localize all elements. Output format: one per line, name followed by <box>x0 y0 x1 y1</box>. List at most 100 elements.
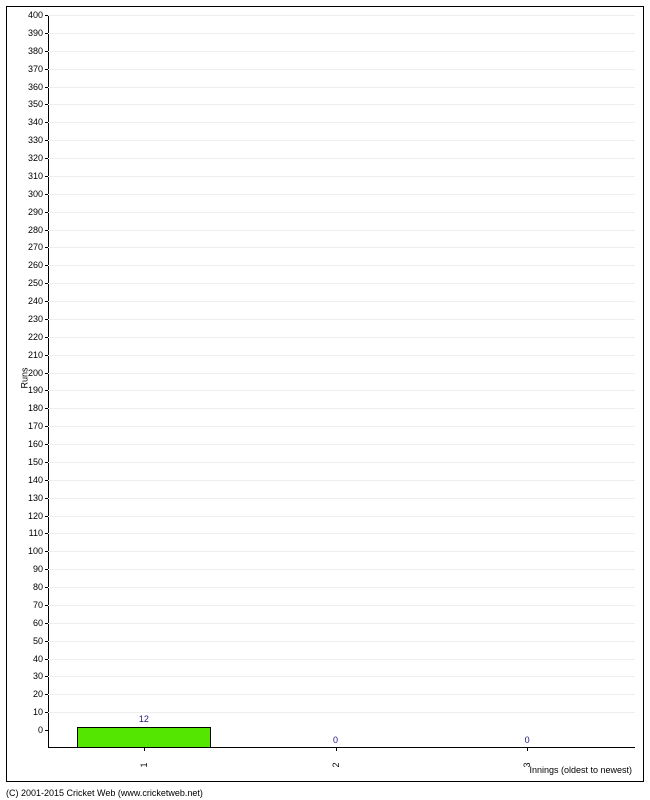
grid-line <box>48 373 635 374</box>
chart-container: 0102030405060708090100110120130140150160… <box>0 0 650 800</box>
y-tick-label: 310 <box>28 171 43 181</box>
grid-line <box>48 301 635 302</box>
y-tick-mark <box>45 230 48 231</box>
grid-line <box>48 176 635 177</box>
grid-line <box>48 212 635 213</box>
y-tick-mark <box>45 176 48 177</box>
y-tick-label: 180 <box>28 403 43 413</box>
grid-line <box>48 194 635 195</box>
y-tick-mark <box>45 194 48 195</box>
y-tick-label: 160 <box>28 439 43 449</box>
y-tick-label: 140 <box>28 475 43 485</box>
y-tick-mark <box>45 51 48 52</box>
y-tick-label: 290 <box>28 207 43 217</box>
grid-line <box>48 462 635 463</box>
grid-line <box>48 587 635 588</box>
y-tick-mark <box>45 623 48 624</box>
y-tick-label: 270 <box>28 242 43 252</box>
y-tick-label: 350 <box>28 99 43 109</box>
copyright-text: (C) 2001-2015 Cricket Web (www.cricketwe… <box>6 788 203 798</box>
grid-line <box>48 533 635 534</box>
grid-line <box>48 551 635 552</box>
y-tick-mark <box>45 605 48 606</box>
y-tick-label: 210 <box>28 350 43 360</box>
grid-line <box>48 408 635 409</box>
y-tick-mark <box>45 533 48 534</box>
y-tick-mark <box>45 480 48 481</box>
grid-line <box>48 641 635 642</box>
y-tick-label: 220 <box>28 332 43 342</box>
y-tick-mark <box>45 587 48 588</box>
y-tick-mark <box>45 712 48 713</box>
x-axis-title: Innings (oldest to newest) <box>529 765 632 775</box>
x-tick-mark <box>527 748 528 751</box>
y-tick-label: 100 <box>28 546 43 556</box>
y-tick-label: 110 <box>29 528 43 538</box>
x-tick-mark <box>336 748 337 751</box>
grid-line <box>48 712 635 713</box>
y-tick-mark <box>45 694 48 695</box>
y-tick-label: 390 <box>28 28 43 38</box>
grid-line <box>48 498 635 499</box>
y-tick-mark <box>45 444 48 445</box>
grid-line <box>48 51 635 52</box>
grid-line <box>48 676 635 677</box>
y-tick-mark <box>45 265 48 266</box>
y-tick-label: 370 <box>28 64 43 74</box>
grid-line <box>48 230 635 231</box>
y-tick-mark <box>45 641 48 642</box>
grid-line <box>48 122 635 123</box>
y-tick-mark <box>45 122 48 123</box>
y-tick-mark <box>45 516 48 517</box>
y-tick-label: 320 <box>28 153 43 163</box>
y-tick-label: 400 <box>28 10 43 20</box>
grid-line <box>48 33 635 34</box>
bar-value-label: 12 <box>139 714 149 724</box>
y-tick-label: 40 <box>33 654 43 664</box>
grid-line <box>48 426 635 427</box>
grid-line <box>48 605 635 606</box>
y-tick-mark <box>45 390 48 391</box>
grid-line <box>48 337 635 338</box>
y-tick-label: 230 <box>28 314 43 324</box>
grid-line <box>48 265 635 266</box>
y-tick-label: 260 <box>28 260 43 270</box>
grid-line <box>48 283 635 284</box>
y-tick-mark <box>45 15 48 16</box>
y-tick-label: 360 <box>28 82 43 92</box>
y-tick-mark <box>45 87 48 88</box>
grid-line <box>48 158 635 159</box>
y-tick-label: 90 <box>33 564 43 574</box>
y-tick-label: 250 <box>28 278 43 288</box>
grid-line <box>48 569 635 570</box>
grid-line <box>48 444 635 445</box>
grid-line <box>48 623 635 624</box>
y-tick-mark <box>45 551 48 552</box>
y-tick-label: 20 <box>33 689 43 699</box>
y-tick-label: 280 <box>28 225 43 235</box>
y-axis <box>48 15 49 748</box>
grid-line <box>48 15 635 16</box>
y-tick-label: 150 <box>28 457 43 467</box>
grid-line <box>48 355 635 356</box>
y-tick-label: 10 <box>33 707 43 717</box>
y-tick-mark <box>45 462 48 463</box>
y-tick-label: 60 <box>33 618 43 628</box>
y-tick-label: 130 <box>28 493 43 503</box>
y-tick-mark <box>45 569 48 570</box>
grid-line <box>48 390 635 391</box>
y-tick-mark <box>45 498 48 499</box>
y-tick-mark <box>45 408 48 409</box>
y-tick-mark <box>45 355 48 356</box>
y-tick-mark <box>45 247 48 248</box>
bar <box>77 727 211 748</box>
x-tick-label: 2 <box>331 762 341 767</box>
y-tick-label: 50 <box>33 636 43 646</box>
y-tick-mark <box>45 212 48 213</box>
y-tick-label: 70 <box>33 600 43 610</box>
grid-line <box>48 247 635 248</box>
y-tick-mark <box>45 69 48 70</box>
x-tick-mark <box>144 748 145 751</box>
y-tick-label: 380 <box>28 46 43 56</box>
y-tick-mark <box>45 319 48 320</box>
